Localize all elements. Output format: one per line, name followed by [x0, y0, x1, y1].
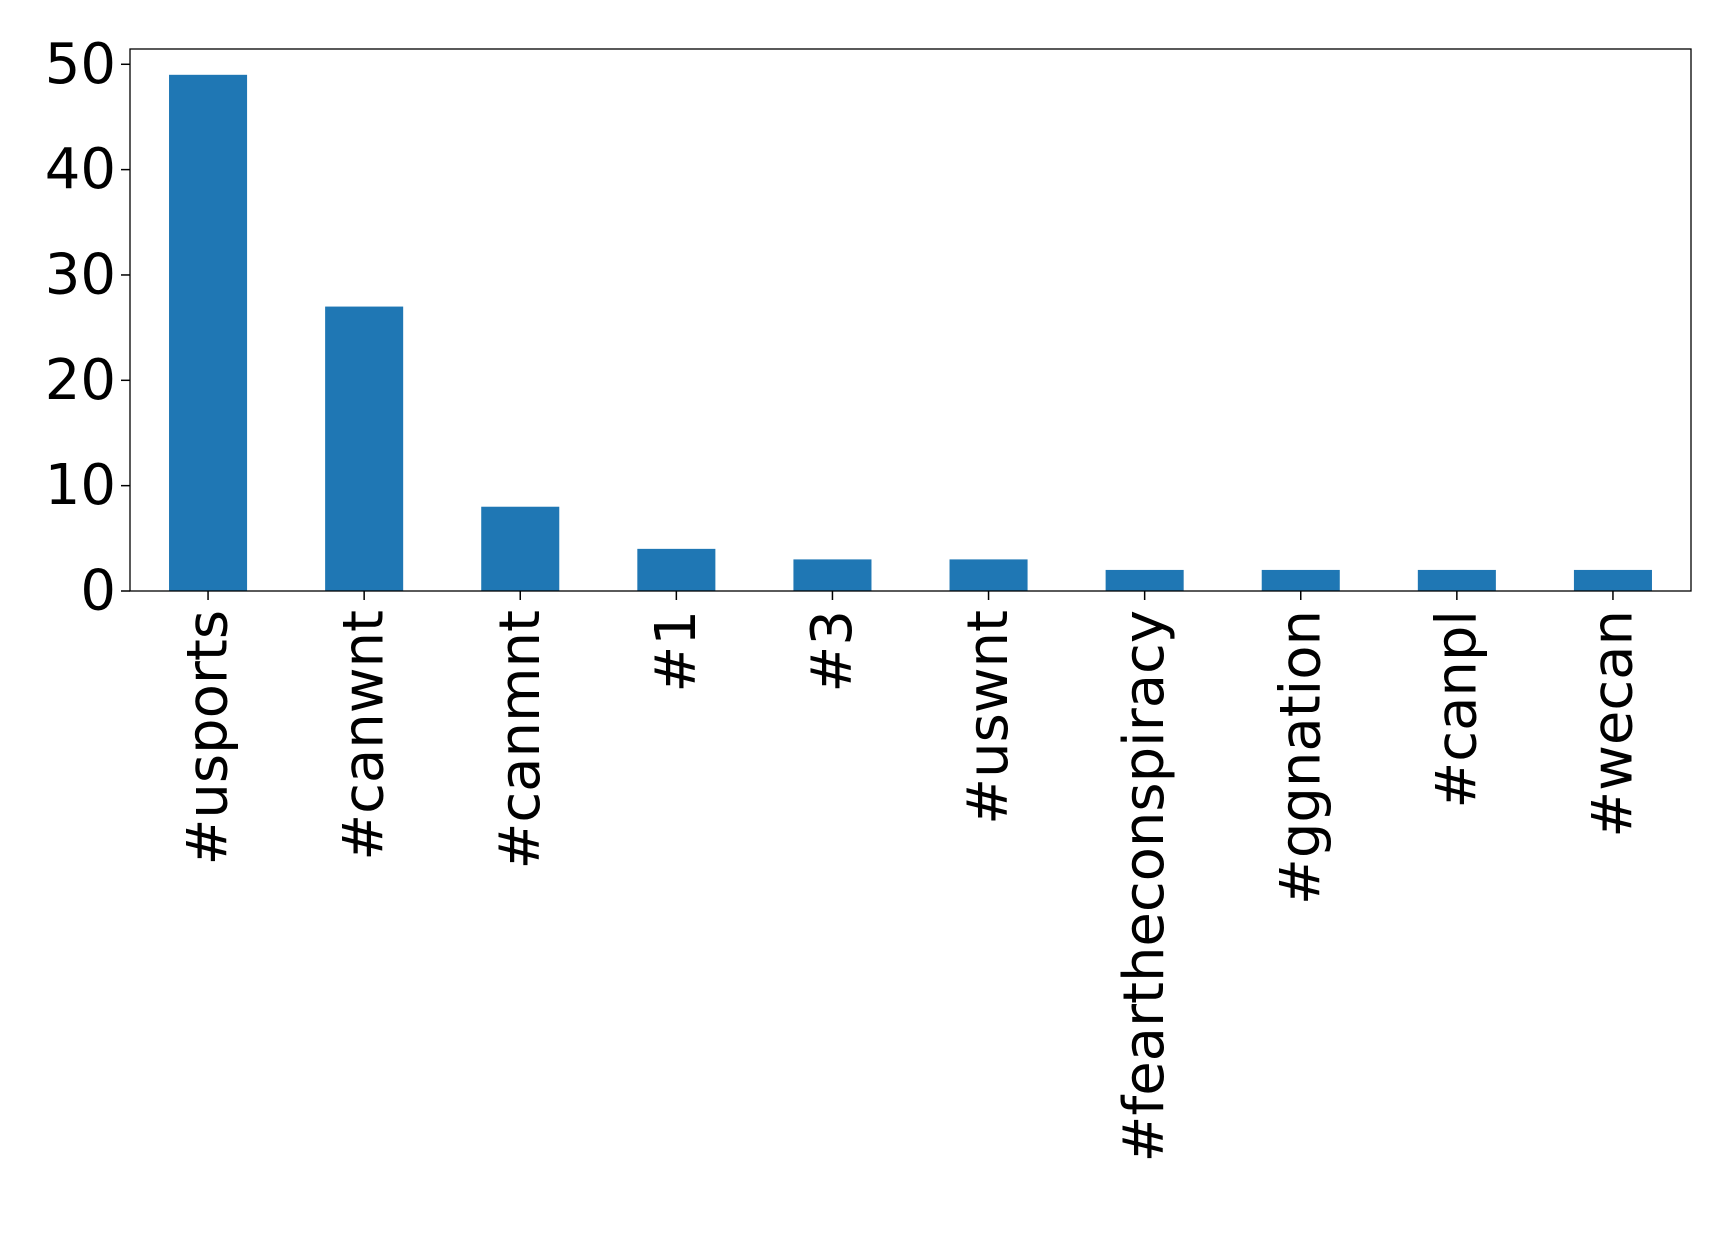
x-tick-label: #canpl: [1424, 610, 1489, 809]
x-tick-label: #3: [800, 610, 865, 693]
bar-4: [637, 548, 716, 591]
y-tick-label: 50: [45, 32, 116, 97]
x-tick-label: #feartheconspiracy: [1112, 610, 1177, 1162]
x-tick-label: #uswnt: [956, 610, 1021, 825]
x-axis: #usports #canwnt #canmnt #1 #3 #uswnt #fearthe…: [176, 591, 1645, 1162]
y-tick-label: 10: [45, 453, 116, 518]
x-tick-label: #canwnt: [332, 610, 397, 861]
x-tick-label: #ggnation: [1268, 610, 1333, 905]
y-axis: 0 10 20 30 40 50: [45, 32, 130, 624]
y-tick-label: 30: [45, 242, 116, 307]
x-tick-label: #canmnt: [488, 610, 553, 870]
bar-10: [1573, 569, 1652, 591]
bar-8: [1261, 569, 1340, 591]
bar-1: [169, 74, 248, 592]
y-tick-label: 0: [80, 559, 116, 624]
bar-6: [949, 559, 1028, 591]
y-tick-label: 40: [45, 137, 116, 202]
bar-9: [1417, 569, 1496, 591]
y-tick-label: 20: [45, 348, 116, 413]
plot-frame: [129, 48, 1692, 592]
x-tick-label: #usports: [176, 610, 241, 866]
bar-2: [325, 306, 404, 591]
x-tick-label: #1: [644, 610, 709, 693]
bar-5: [793, 559, 872, 591]
x-tick-label: #wecan: [1580, 610, 1645, 838]
bar-3: [481, 506, 560, 591]
bar-7: [1105, 569, 1184, 591]
bars-layer: [169, 74, 1652, 592]
